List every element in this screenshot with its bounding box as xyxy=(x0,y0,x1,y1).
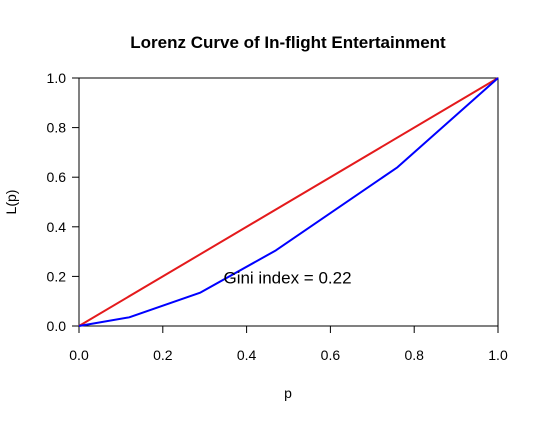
chart-title: Lorenz Curve of In-flight Entertainment xyxy=(130,33,446,52)
y-tick-label: 1.0 xyxy=(47,70,67,86)
x-axis: 0.0 0.2 0.4 0.6 0.8 1.0 xyxy=(69,326,508,363)
y-tick-label: 0.4 xyxy=(47,219,67,235)
y-axis-label: L(p) xyxy=(3,190,19,215)
x-tick-label: 0.2 xyxy=(153,347,173,363)
x-axis-label: p xyxy=(284,385,292,401)
equality-line xyxy=(79,78,498,326)
series-layer xyxy=(79,78,498,326)
gini-annotation: Gini index = 0.22 xyxy=(223,268,351,287)
y-axis: 0.0 0.2 0.4 0.6 0.8 1.0 xyxy=(47,70,79,334)
x-tick-label: 0.4 xyxy=(237,347,257,363)
y-tick-label: 0.6 xyxy=(47,169,67,185)
x-tick-label: 0.8 xyxy=(404,347,424,363)
y-tick-label: 0.2 xyxy=(47,268,67,284)
y-tick-label: 0.8 xyxy=(47,120,67,136)
x-tick-label: 0.0 xyxy=(69,347,89,363)
x-tick-label: 1.0 xyxy=(488,347,508,363)
y-tick-label: 0.0 xyxy=(47,318,67,334)
x-tick-label: 0.6 xyxy=(321,347,341,363)
